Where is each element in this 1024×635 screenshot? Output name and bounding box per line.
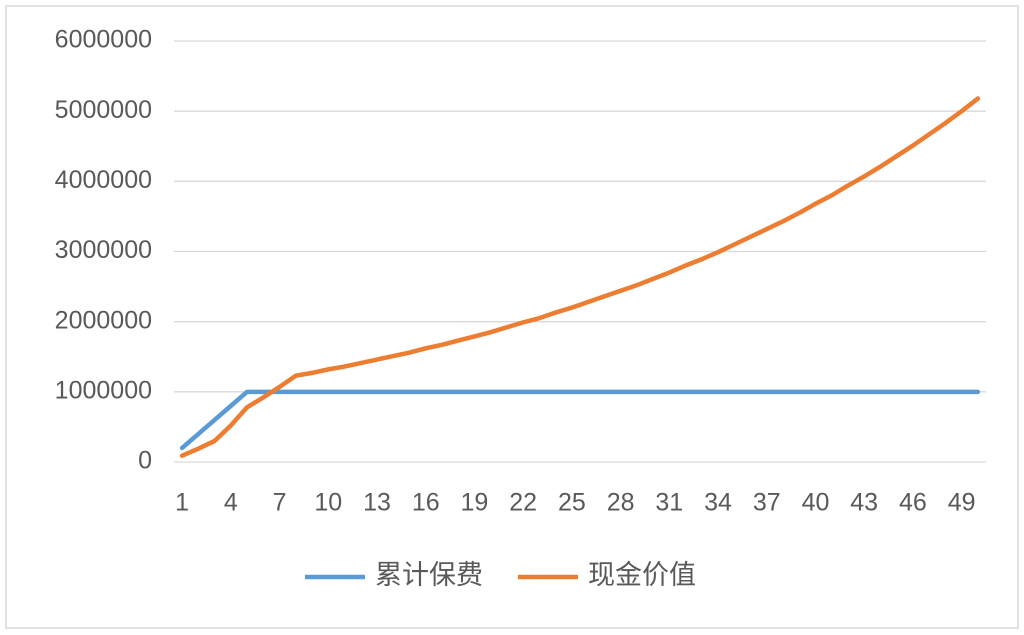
y-tick-label: 1000000 [55, 376, 152, 404]
x-tick-label: 4 [224, 489, 238, 517]
legend-label: 现金价值 [588, 560, 696, 590]
x-tick-label: 13 [363, 489, 391, 517]
x-tick-label: 7 [273, 489, 287, 517]
legend-label: 累计保费 [375, 560, 483, 590]
chart-border [5, 5, 1019, 629]
x-tick-label: 31 [655, 489, 683, 517]
x-tick-label: 46 [899, 489, 927, 517]
y-tick-label: 5000000 [55, 96, 152, 124]
x-tick-label: 37 [753, 489, 781, 517]
x-tick-label: 40 [802, 489, 830, 517]
series-line [179, 389, 981, 451]
y-tick-label: 0 [138, 447, 152, 475]
y-tick-label: 3000000 [55, 236, 152, 264]
y-tick-label: 2000000 [55, 306, 152, 334]
x-tick-label: 49 [948, 489, 976, 517]
y-tick-label: 4000000 [55, 166, 152, 194]
x-tick-label: 22 [509, 489, 537, 517]
x-tick-label: 25 [558, 489, 586, 517]
x-tick-label: 43 [850, 489, 878, 517]
y-tick-label: 6000000 [55, 26, 152, 54]
x-tick-label: 16 [412, 489, 440, 517]
x-tick-label: 19 [461, 489, 489, 517]
x-tick-label: 34 [704, 489, 732, 517]
x-tick-label: 1 [175, 489, 189, 517]
series-line [179, 96, 981, 458]
x-tick-label: 28 [607, 489, 635, 517]
x-tick-label: 10 [314, 489, 342, 517]
